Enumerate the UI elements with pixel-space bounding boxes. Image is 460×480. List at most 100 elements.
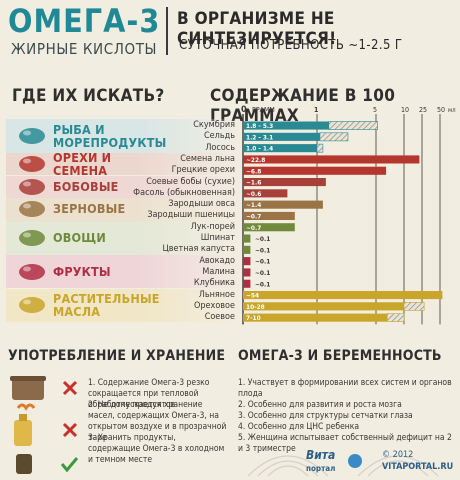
pregnancy-title: ОМЕГА-3 И БЕРЕМЕННОСТЬ [238, 348, 442, 364]
bar-range [403, 301, 425, 311]
page-title: ОМЕГА-3 [8, 2, 161, 40]
category-name: ОВОЩИ [53, 229, 107, 245]
bar-value-label: ~1.4 [246, 201, 261, 209]
bar-value-label: ~0.1 [255, 280, 270, 288]
logo-name: Вита [306, 448, 336, 462]
nuts-icon [17, 153, 47, 175]
storage-title: УПОТРЕБЛЕНИЕ И ХРАНЕНИЕ [8, 348, 226, 364]
cross-icon-1 [62, 380, 78, 396]
bar-value-label: 1.8 - 5.3 [246, 122, 273, 130]
beans-icon [17, 176, 47, 198]
bar-value-label: ~0.1 [255, 235, 270, 243]
bar [243, 155, 420, 164]
item-label: Сельдь [204, 131, 235, 142]
bar [243, 268, 251, 277]
where-title: ГДЕ ИХ ИСКАТЬ? [12, 86, 165, 106]
bar-value-label: ~6.8 [246, 167, 261, 175]
bar [243, 223, 295, 232]
bar-value-label: ~54 [246, 292, 259, 300]
bar-range [316, 143, 324, 153]
x-tick-label: 1 [314, 106, 318, 114]
logo-sub: портал [306, 464, 336, 473]
site-url[interactable]: VITAPORTAL.RU [382, 462, 454, 472]
x-tick-unit: мл [448, 107, 456, 114]
omega3-bar-chart: 0 1 5 10 25 50 ГРАММ мл 1.8 - 5.3 1.2 - 3.1 1.0 - … [241, 105, 456, 325]
bar-value-label: ~0.1 [255, 246, 270, 254]
category-band [6, 152, 244, 176]
bar-value-label: 1.2 - 3.1 [246, 133, 273, 141]
item-label: Ореховое [194, 300, 235, 311]
check-icon [60, 457, 79, 473]
bar [243, 245, 251, 254]
fingerprint-graphic [247, 455, 439, 477]
preg-note-4: 4. Особенно для ЦНС ребенка [238, 422, 360, 432]
x-axis-label: ГРАММ [252, 106, 275, 114]
item-label: Скумбрия [193, 120, 235, 130]
page-subtitle: ЖИРНЫЕ КИСЛОТЫ [11, 40, 158, 58]
bar [243, 189, 288, 198]
logo-globe-icon [348, 454, 362, 468]
bar-value-label: 7-10 [246, 314, 261, 322]
header-divider [166, 7, 168, 55]
category-band [6, 175, 244, 199]
raspberry-icon [17, 261, 47, 283]
item-label: Соевое [204, 312, 235, 323]
preg-note-1: 1. Участвует в формировании всех систем … [238, 378, 452, 399]
category-band [6, 198, 244, 221]
bar-value-label: ~0.7 [246, 213, 261, 221]
bar [243, 121, 329, 130]
storage-note-1: 1. Содержание Омега-3 резко сокращается … [88, 378, 210, 410]
bar-value-label: 1.0 - 1.4 [246, 145, 273, 153]
item-label: Лук-порей [190, 221, 235, 232]
dark-bottle-icon [16, 454, 32, 474]
bar [243, 302, 404, 311]
cross-icon-2 [62, 422, 78, 438]
preg-note-3: 3. Особенно для структуры сетчатки глаза [238, 411, 413, 421]
bar [243, 132, 320, 141]
oil-icon [17, 294, 47, 316]
bar [243, 211, 295, 220]
item-label: Зародыши пшеницы [147, 210, 235, 221]
bar [243, 313, 388, 322]
bar-value-label: 10-28 [246, 303, 265, 311]
bar-value-label: ~0.1 [255, 269, 270, 277]
bar [243, 279, 251, 288]
storage-illustrations [10, 376, 79, 474]
bar-value-label: ~1.6 [246, 179, 261, 187]
x-tick-label: 0 [241, 105, 247, 115]
item-label: Малина [202, 266, 235, 277]
bar [243, 234, 251, 243]
item-label: Авокадо [199, 255, 235, 266]
bar-value-label: ~22.8 [246, 156, 265, 164]
x-tick-label: 50 [437, 106, 445, 114]
item-label: Грецкие орехи [171, 165, 235, 176]
bar [243, 166, 387, 175]
category-band [6, 288, 244, 323]
category-band [6, 119, 244, 153]
item-label: Фасоль (обыкновенная) [133, 187, 235, 198]
oil-bottle-icon [14, 414, 32, 446]
preg-note-5: 5. Женщина испытывает собственный дефици… [238, 433, 452, 454]
bar-range [328, 121, 378, 130]
bar-value-label: ~0.6 [246, 190, 261, 198]
category-name: ЗЕРНОВЫЕ [53, 201, 126, 217]
item-label: Соевые бобы (сухие) [146, 176, 235, 187]
item-label: Зародыши овса [168, 199, 235, 210]
x-tick-label: 10 [401, 106, 409, 114]
x-tick-label: 5 [373, 106, 377, 114]
item-label: Льняное [198, 289, 235, 300]
bar-value-label: ~0.1 [255, 258, 270, 266]
headline: В ОРГАНИЗМЕ НЕ СИНТЕЗИРУЕТСЯ! [177, 9, 337, 49]
bar-value-label: ~0.7 [246, 224, 261, 232]
item-label: Клубника [193, 278, 235, 289]
item-label: Лосось [205, 142, 235, 153]
bar-range [386, 313, 405, 323]
bar [243, 257, 251, 266]
bar [243, 144, 317, 153]
bar-range [319, 132, 349, 142]
stove-pot-icon [10, 376, 46, 411]
footer: Вита портал © 2012 VITAPORTAL.RU [238, 446, 460, 478]
category-name: БОБОВЫЕ [53, 178, 119, 194]
x-tick-label: 25 [419, 106, 427, 114]
category-band [6, 254, 244, 289]
